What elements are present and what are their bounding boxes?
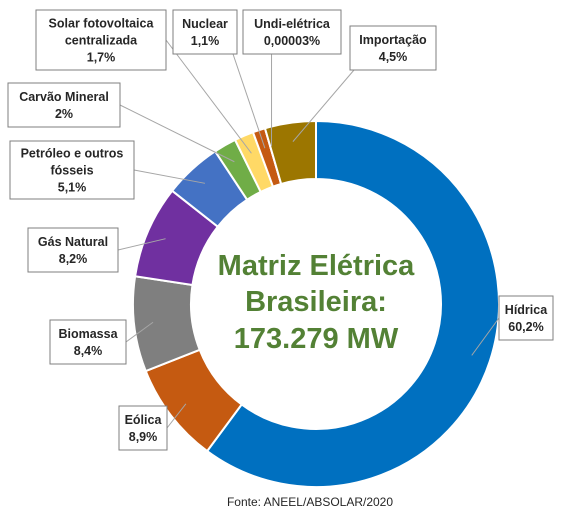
data-label-value-solar: 1,7% bbox=[87, 51, 116, 65]
data-label-name-gas-natural: Gás Natural bbox=[38, 235, 108, 249]
slice-hidrica bbox=[205, 119, 500, 488]
chart-center-title: Matriz Elétrica Brasileira: 173.279 MW bbox=[218, 250, 415, 355]
leader-line-nuclear bbox=[232, 53, 266, 149]
data-label-importacao: Importação 4,5% bbox=[349, 25, 437, 71]
data-label-solar: Solar fotovoltaica centralizada 1,7% bbox=[35, 9, 167, 71]
data-label-box-importacao bbox=[349, 25, 437, 71]
data-label-value-eolica: 8,9% bbox=[129, 430, 158, 444]
data-label-name-nuclear: Nuclear bbox=[182, 17, 228, 31]
data-label-name-undi-eletrica: Undi-elétrica bbox=[254, 17, 331, 31]
data-label-nuclear: Nuclear 1,1% bbox=[172, 9, 238, 55]
data-label-value-biomassa: 8,4% bbox=[74, 344, 103, 358]
leader-line-petroleo bbox=[133, 169, 206, 184]
data-label-value-carvao: 2% bbox=[55, 107, 73, 121]
data-label-box-carvao bbox=[7, 82, 121, 128]
data-label-value-undi-eletrica: 0,00003% bbox=[264, 34, 320, 48]
chart-data-labels: Hídrica 60,2% Eólica 8,9% Biomassa 8,4% Gás Na… bbox=[7, 9, 554, 451]
leader-line-carvao bbox=[119, 104, 235, 163]
center-title-line-3: 173.279 MW bbox=[234, 323, 399, 355]
data-label-box-nuclear bbox=[172, 9, 238, 55]
data-label-value-gas-natural: 8,2% bbox=[59, 252, 88, 266]
data-label-name-solar: Solar fotovoltaica bbox=[49, 17, 155, 31]
chart-leader-lines bbox=[117, 39, 500, 429]
data-label-box-biomassa bbox=[49, 319, 127, 365]
center-title-line-2: Brasileira: bbox=[245, 286, 387, 318]
data-label-value-petroleo: 5,1% bbox=[58, 181, 87, 195]
data-label-biomassa: Biomassa 8,4% bbox=[49, 319, 127, 365]
data-label-hidrica: Hídrica 60,2% bbox=[498, 295, 554, 341]
data-label-carvao: Carvão Mineral 2% bbox=[7, 82, 121, 128]
slice-importacao bbox=[263, 119, 317, 186]
leader-line-gas-natural bbox=[117, 238, 166, 251]
data-label-box-solar bbox=[35, 9, 167, 71]
chart-source: Fonte: ANEEL/ABSOLAR/2020 bbox=[227, 495, 393, 509]
data-label-value-hidrica: 60,2% bbox=[508, 320, 543, 334]
data-label-box-eolica bbox=[118, 405, 168, 451]
leader-line-hidrica bbox=[471, 317, 500, 356]
data-label-petroleo: Petróleo e outros fósseis 5,1% bbox=[9, 140, 135, 200]
data-label-name-biomassa: Biomassa bbox=[58, 327, 118, 341]
data-label-gas-natural: Gás Natural 8,2% bbox=[27, 227, 119, 273]
data-label-value-nuclear: 1,1% bbox=[191, 34, 220, 48]
data-label-name-solar: centralizada bbox=[65, 34, 138, 48]
leader-line-eolica bbox=[166, 403, 187, 429]
data-label-undi-eletrica: Undi-elétrica 0,00003% bbox=[242, 9, 342, 55]
chart-slices bbox=[132, 119, 500, 488]
leader-line-biomassa bbox=[125, 321, 154, 343]
data-label-eolica: Eólica 8,9% bbox=[118, 405, 168, 451]
data-label-name-carvao: Carvão Mineral bbox=[19, 90, 109, 104]
data-label-box-hidrica bbox=[498, 295, 554, 341]
data-label-name-petroleo: fósseis bbox=[50, 164, 93, 178]
data-label-name-importacao: Importação bbox=[359, 33, 427, 47]
leader-line-importacao bbox=[292, 69, 355, 142]
data-label-box-petroleo bbox=[9, 140, 135, 200]
data-label-name-petroleo: Petróleo e outros bbox=[21, 147, 124, 161]
data-label-name-hidrica: Hídrica bbox=[505, 303, 548, 317]
leader-line-solar bbox=[165, 39, 252, 154]
data-label-value-importacao: 4,5% bbox=[379, 50, 408, 64]
data-label-name-eolica: Eólica bbox=[125, 413, 163, 427]
data-label-box-gas-natural bbox=[27, 227, 119, 273]
data-label-box-undi-eletrica bbox=[242, 9, 342, 55]
center-title-line-1: Matriz Elétrica bbox=[218, 250, 415, 282]
